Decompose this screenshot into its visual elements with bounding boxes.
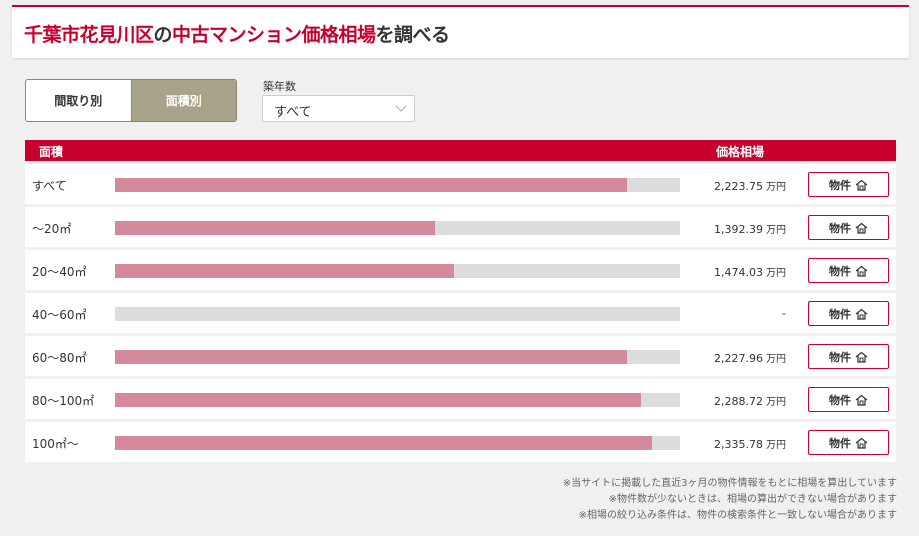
house-icon bbox=[855, 351, 868, 363]
row-price-unit: 万円 bbox=[766, 225, 786, 236]
property-button-label: 物件 bbox=[829, 393, 851, 407]
title-subject: 中古マンション価格相場 bbox=[172, 24, 376, 46]
row-price-value: 1,392.39 bbox=[714, 223, 763, 236]
house-icon bbox=[855, 308, 868, 320]
table-row: ～20㎡ 1,392.39 万円 物件 bbox=[25, 207, 896, 247]
footnotes: ※当サイトに掲載した直近3ヶ月の物件情報をもとに相場を算出しています ※物件数が少… bbox=[563, 476, 897, 524]
table-row: 60～80㎡ 2,227.96 万円 物件 bbox=[25, 336, 896, 376]
house-icon bbox=[855, 265, 868, 277]
property-button-label: 物件 bbox=[829, 178, 851, 192]
row-price: 1,474.03 万円 bbox=[714, 264, 786, 279]
property-button[interactable]: 物件 bbox=[808, 387, 889, 412]
row-price: 1,392.39 万円 bbox=[714, 221, 786, 236]
price-bar-fill bbox=[115, 350, 627, 364]
page-title-card: 千葉市花見川区の中古マンション価格相場を調べる bbox=[12, 5, 909, 58]
property-button[interactable]: 物件 bbox=[808, 172, 889, 197]
house-icon bbox=[855, 179, 868, 191]
view-toggle: 間取り別 面積別 bbox=[25, 79, 237, 122]
row-price: 2,288.72 万円 bbox=[714, 393, 786, 408]
title-area-name: 千葉市花見川区 bbox=[24, 24, 154, 46]
table-row: 20～40㎡ 1,474.03 万円 物件 bbox=[25, 250, 896, 290]
price-bar-fill bbox=[115, 221, 435, 235]
row-price-unit: 万円 bbox=[766, 354, 786, 365]
property-button-label: 物件 bbox=[829, 307, 851, 321]
table-row: 40～60㎡ - 物件 bbox=[25, 293, 896, 333]
row-price-value: 2,223.75 bbox=[714, 180, 763, 193]
property-button[interactable]: 物件 bbox=[808, 215, 889, 240]
chevron-down-icon bbox=[395, 100, 407, 112]
price-bar-fill bbox=[115, 264, 454, 278]
row-price: 2,223.75 万円 bbox=[714, 178, 786, 193]
row-area-label: 60～80㎡ bbox=[32, 351, 87, 365]
row-area-label: 100㎡～ bbox=[32, 437, 79, 451]
footnote-line: ※当サイトに掲載した直近3ヶ月の物件情報をもとに相場を算出しています bbox=[562, 478, 897, 489]
row-area-label: 40～60㎡ bbox=[32, 308, 87, 322]
house-icon bbox=[855, 437, 868, 449]
footnote-line: ※物件数が少ないときは、相場の算出ができない場合があります bbox=[608, 494, 897, 505]
property-button[interactable]: 物件 bbox=[808, 344, 889, 369]
row-price-value: 2,335.78 bbox=[714, 438, 763, 451]
house-icon bbox=[855, 222, 868, 234]
property-button[interactable]: 物件 bbox=[808, 258, 889, 283]
price-bar-track bbox=[115, 307, 680, 321]
building-age-value: すべて bbox=[274, 105, 312, 120]
price-bar-track bbox=[115, 436, 680, 450]
row-price-value: - bbox=[782, 307, 786, 320]
row-price-unit: 万円 bbox=[766, 268, 786, 279]
row-area-label: ～20㎡ bbox=[32, 222, 72, 236]
property-button[interactable]: 物件 bbox=[808, 430, 889, 455]
price-bar-track bbox=[115, 350, 680, 364]
building-age-select[interactable]: すべて bbox=[262, 95, 415, 122]
row-price-value: 2,227.96 bbox=[714, 352, 763, 365]
price-bar-track bbox=[115, 264, 680, 278]
toggle-by-layout[interactable]: 間取り別 bbox=[54, 94, 103, 108]
property-button-label: 物件 bbox=[829, 350, 851, 364]
row-price-unit: 万円 bbox=[766, 440, 786, 451]
page-title: 千葉市花見川区の中古マンション価格相場を調べる bbox=[24, 20, 450, 47]
title-suffix: を調べる bbox=[375, 24, 451, 46]
price-bar-fill bbox=[115, 393, 641, 407]
property-button-label: 物件 bbox=[829, 264, 851, 278]
row-price: - bbox=[782, 307, 786, 320]
footnote-line: ※相場の絞り込み条件は、物件の検索条件と一致しない場合があります bbox=[578, 510, 897, 521]
property-button-label: 物件 bbox=[829, 436, 851, 450]
price-bar-track bbox=[115, 221, 680, 235]
price-table: すべて 2,223.75 万円 物件 ～20㎡ 1,392.39 万円 物件 bbox=[25, 164, 896, 465]
row-price-unit: 万円 bbox=[766, 397, 786, 408]
title-particle: の bbox=[153, 24, 173, 46]
price-bar-track bbox=[115, 393, 680, 407]
table-row: 80～100㎡ 2,288.72 万円 物件 bbox=[25, 379, 896, 419]
row-price: 2,227.96 万円 bbox=[714, 350, 786, 365]
table-row: すべて 2,223.75 万円 物件 bbox=[25, 164, 896, 204]
price-bar-track bbox=[115, 178, 680, 192]
row-price-value: 1,474.03 bbox=[714, 266, 763, 279]
house-icon bbox=[855, 394, 868, 406]
header-area: 面積 bbox=[39, 145, 64, 159]
row-area-label: 80～100㎡ bbox=[32, 394, 95, 408]
table-header: 面積 価格相場 bbox=[25, 140, 896, 161]
property-button-label: 物件 bbox=[829, 221, 851, 235]
row-area-label: 20～40㎡ bbox=[32, 265, 87, 279]
row-price-value: 2,288.72 bbox=[714, 395, 763, 408]
building-age-label: 築年数 bbox=[263, 80, 296, 93]
header-price: 価格相場 bbox=[716, 145, 765, 159]
price-bar-fill bbox=[115, 436, 652, 450]
property-button[interactable]: 物件 bbox=[808, 301, 889, 326]
price-bar-fill bbox=[115, 178, 627, 192]
row-price: 2,335.78 万円 bbox=[714, 436, 786, 451]
toggle-by-area[interactable]: 面積別 bbox=[130, 80, 236, 121]
row-price-unit: 万円 bbox=[766, 182, 786, 193]
row-area-label: すべて bbox=[32, 179, 67, 193]
table-row: 100㎡～ 2,335.78 万円 物件 bbox=[25, 422, 896, 462]
